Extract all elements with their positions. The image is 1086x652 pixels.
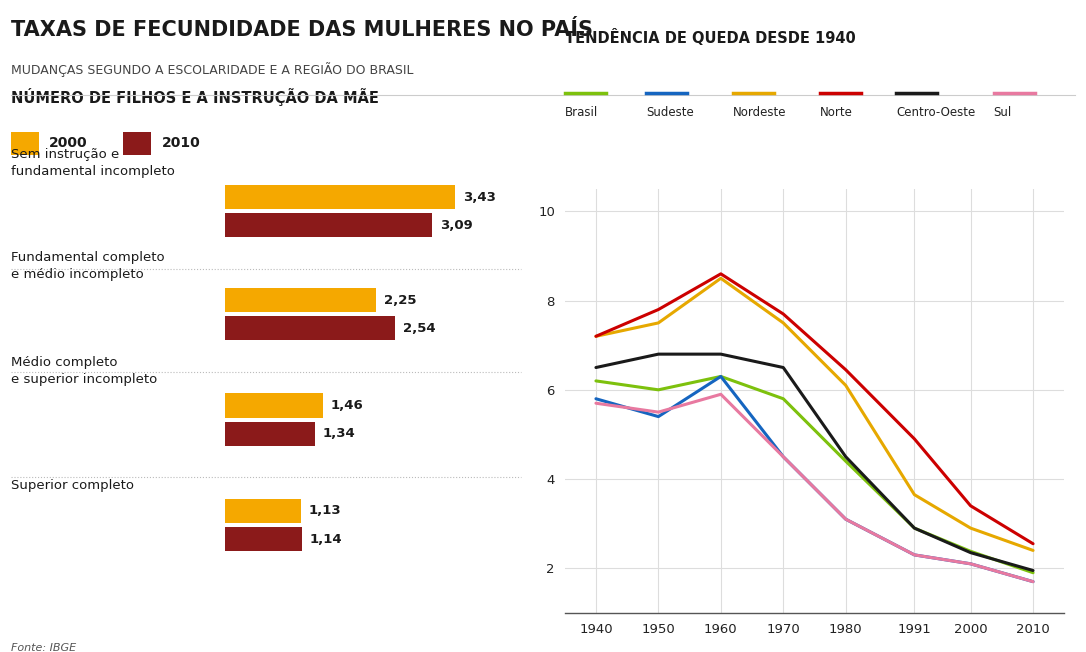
Text: 1,13: 1,13: [308, 505, 341, 518]
Text: 1,46: 1,46: [330, 399, 364, 412]
Text: TAXAS DE FECUNDIDADE DAS MULHERES NO PAÍS: TAXAS DE FECUNDIDADE DAS MULHERES NO PAÍ…: [11, 20, 593, 40]
Text: Norte: Norte: [820, 106, 853, 119]
Text: 2010: 2010: [162, 136, 200, 151]
Text: TENDÊNCIA DE QUEDA DESDE 1940: TENDÊNCIA DE QUEDA DESDE 1940: [565, 29, 856, 46]
Bar: [225, 288, 376, 312]
Bar: [225, 185, 455, 209]
Text: NÚMERO DE FILHOS E A INSTRUÇÃO DA MÃE: NÚMERO DE FILHOS E A INSTRUÇÃO DA MÃE: [11, 88, 379, 106]
Text: Sem instrução e
fundamental incompleto: Sem instrução e fundamental incompleto: [11, 148, 175, 178]
Bar: [225, 316, 395, 340]
Bar: [123, 132, 151, 155]
Text: Fundamental completo
e médio incompleto: Fundamental completo e médio incompleto: [11, 251, 164, 281]
Text: 2,54: 2,54: [403, 321, 435, 334]
Text: Brasil: Brasil: [565, 106, 598, 119]
Text: Centro-Oeste: Centro-Oeste: [896, 106, 975, 119]
Text: Sudeste: Sudeste: [646, 106, 694, 119]
Text: 2,25: 2,25: [383, 293, 416, 306]
Text: Fonte: IBGE: Fonte: IBGE: [11, 643, 76, 652]
Bar: [225, 394, 323, 417]
Text: 2000: 2000: [49, 136, 88, 151]
Text: 3,09: 3,09: [440, 219, 472, 232]
Text: MUDANÇAS SEGUNDO A ESCOLARIDADE E A REGIÃO DO BRASIL: MUDANÇAS SEGUNDO A ESCOLARIDADE E A REGI…: [11, 62, 414, 77]
Bar: [11, 132, 39, 155]
Text: Sul: Sul: [994, 106, 1012, 119]
Text: Médio completo
e superior incompleto: Médio completo e superior incompleto: [11, 357, 157, 387]
Text: 1,14: 1,14: [310, 533, 342, 546]
Bar: [225, 422, 315, 446]
Text: 3,43: 3,43: [463, 190, 495, 203]
Bar: [225, 527, 302, 551]
Text: 1,34: 1,34: [323, 427, 355, 440]
Text: Nordeste: Nordeste: [733, 106, 786, 119]
Bar: [225, 499, 301, 523]
Text: Superior completo: Superior completo: [11, 479, 134, 492]
Bar: [225, 213, 432, 237]
